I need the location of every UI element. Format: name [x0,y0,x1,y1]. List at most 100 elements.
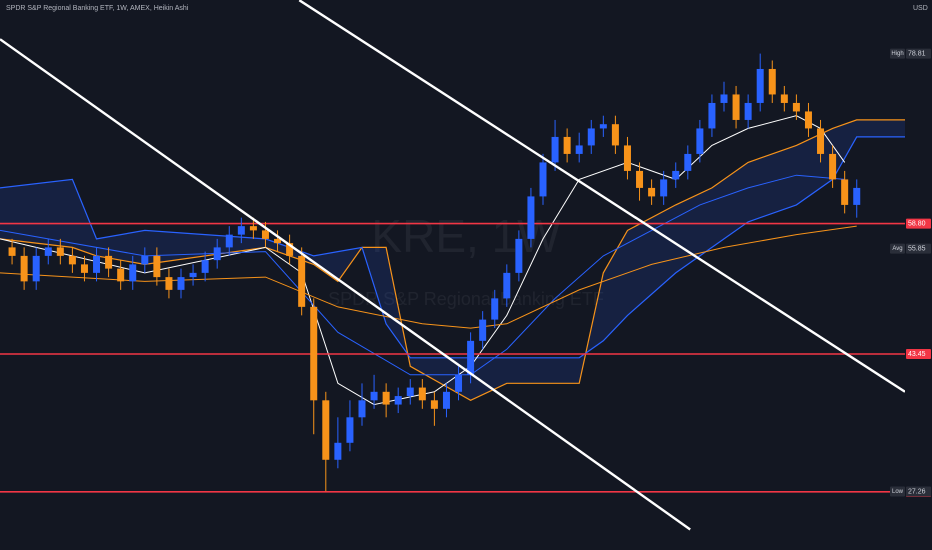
candle-body [68,255,76,265]
candle-body [841,179,849,205]
chart-title: SPDR S&P Regional Banking ETF, 1W, AMEX,… [6,5,189,12]
candle-body [286,243,294,256]
cloud-fill [0,119,905,401]
price-tag-name-box [890,48,905,59]
candle-body [249,226,257,231]
candle-body [780,94,788,103]
candle-body [853,187,861,205]
candle-body [406,387,414,397]
candle-body [708,102,716,129]
candle-body [684,153,692,171]
time-axis [0,535,932,550]
candle-body [551,136,559,163]
candle-body [720,94,728,103]
candle-body [298,255,306,307]
candle-body [44,247,52,256]
level-tag [906,349,931,360]
candle-body [732,94,740,120]
candle-body [587,128,595,146]
candle-body [261,230,269,239]
candle-body [237,226,245,235]
candle-body [322,400,330,460]
candle-body [80,264,88,273]
candle-body [8,247,16,256]
candle-body [455,374,463,392]
candle-body [153,255,161,278]
candle-body [129,264,137,282]
candle-body [575,145,583,154]
candle-body [672,170,680,180]
candle-body [804,111,812,129]
candle-body [599,124,607,129]
candle-body [310,306,318,401]
currency: USD [913,5,928,12]
candle-body [32,255,40,282]
price-axis [905,0,932,550]
candle-body [20,255,28,282]
level-tag-label: 58.80 [908,220,926,227]
candle-body [503,272,511,299]
trendline [0,38,691,531]
candle-body [56,247,64,256]
candle-body [213,247,221,261]
candle-body [430,400,438,409]
price-tag-name-box [890,486,905,497]
candle-body [636,170,644,188]
candle-body [93,255,101,273]
candle-body [141,255,149,265]
candle-body [527,196,535,239]
candle-body [817,128,825,154]
price-tag-name: Avg [892,246,902,252]
candle-body [394,396,402,405]
candle-body [744,102,752,120]
candle-body [189,272,197,278]
price-tag [906,243,931,254]
candle-body [648,187,656,197]
candle-body [117,268,125,282]
candle-body [274,238,282,244]
price-tag-name: High [891,51,903,57]
price-tag-name-box [890,243,905,254]
candle-body [201,260,209,273]
candle-body [370,391,378,401]
candle-body [563,136,571,154]
candle-body [467,340,475,375]
candle-body [515,238,523,273]
candle-body [442,391,450,409]
price-tag [906,48,931,59]
candle-body [479,319,487,341]
candle-body [334,442,342,460]
moving-average [0,115,846,406]
candle-body [829,153,837,180]
candle-body [611,124,619,146]
price-tag-label: 55.85 [908,246,926,253]
candle-body [418,387,426,401]
candle-body [382,391,390,405]
candle-body [623,145,631,171]
price-tag-label: 78.81 [908,50,926,57]
level-tag-label: 43.45 [908,351,926,358]
price-tag [906,486,931,497]
candle-body [660,179,668,197]
candle-body [105,255,113,269]
candle-body [768,68,776,95]
candle-body [756,68,764,103]
level-tag [906,218,931,229]
candle-body [696,128,704,154]
moving-average [0,225,857,329]
candle-body [225,234,233,248]
candle-body [792,102,800,112]
candle-body [491,298,499,320]
moving-average [0,174,845,376]
price-tag-label: 27.26 [908,488,926,495]
candle-body [165,277,173,290]
candle-body [346,417,354,443]
price-tag-name: Low [892,489,904,495]
candle-body [358,400,366,418]
candle-body [177,277,185,290]
candle-body [539,162,547,197]
trendline [298,0,906,393]
cloud-span-b [0,136,905,359]
